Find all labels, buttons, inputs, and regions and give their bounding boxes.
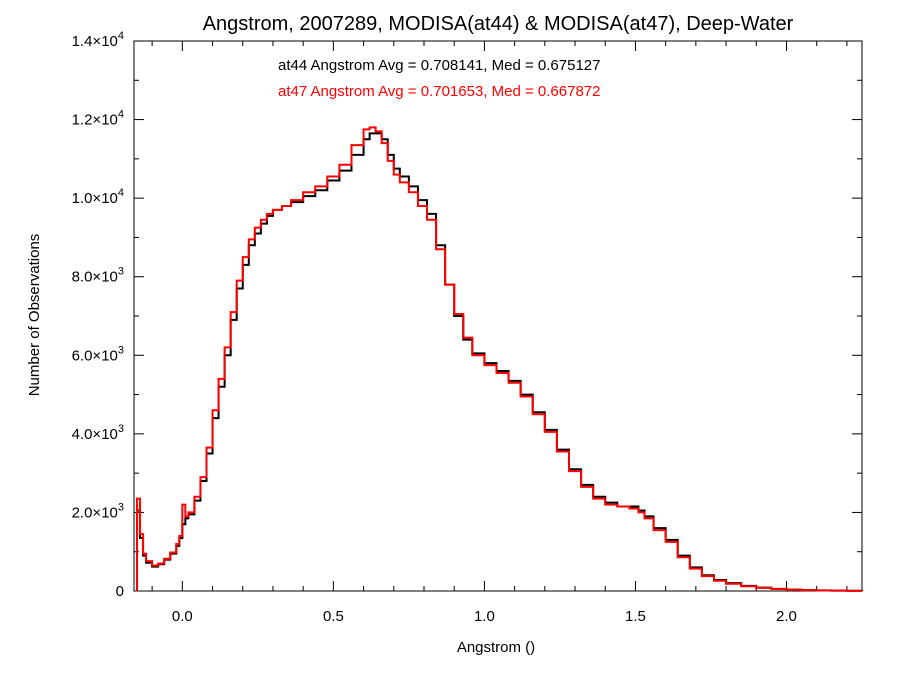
series-layer — [136, 126, 863, 592]
y-tick-label: 4.0×103 — [72, 423, 124, 443]
y-tick-label: 1.2×104 — [72, 109, 124, 129]
y-tick-label: 6.0×103 — [72, 344, 124, 364]
axis-ticks: 0.0 0.5 1.0 1.5 2.0 0 2.0×103 4.0×103 6.0×103 8.0… — [72, 30, 862, 625]
x-tick-label: 2.0 — [776, 608, 797, 625]
y-tick-label: 8.0×103 — [72, 266, 124, 286]
x-tick-label: 0.0 — [172, 608, 193, 625]
plot-border — [133, 40, 863, 592]
series-line-1 — [136, 132, 863, 592]
y-tick-label: 1.0×104 — [72, 187, 124, 207]
y-axis-label: Number of Observations — [26, 234, 43, 397]
chart-title: Angstrom, 2007289, MODISA(at44) & MODISA… — [203, 13, 794, 35]
series-line-2 — [136, 126, 863, 592]
y-tick-label: 2.0×103 — [72, 501, 124, 521]
x-tick-label: 1.0 — [474, 608, 495, 625]
x-tick-label: 1.5 — [625, 608, 646, 625]
y-tick-label: 1.4×104 — [72, 30, 124, 50]
x-axis-label: Angstrom () — [457, 639, 535, 656]
y-tick-label: 0 — [116, 583, 124, 600]
annotations: at44 Angstrom Avg = 0.708141, Med = 0.67… — [278, 57, 600, 100]
annotation-2: at47 Angstrom Avg = 0.701653, Med = 0.66… — [278, 83, 600, 100]
x-tick-label: 0.5 — [323, 608, 344, 625]
annotation-1: at44 Angstrom Avg = 0.708141, Med = 0.67… — [278, 57, 600, 74]
plot-frame — [133, 40, 863, 592]
